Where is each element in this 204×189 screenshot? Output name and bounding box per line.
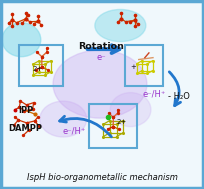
Bar [89,104,137,148]
Text: IspH bio-organometallic mechanism: IspH bio-organometallic mechanism [27,173,177,182]
Text: DAMPP: DAMPP [9,124,42,133]
Text: Rotation: Rotation [78,42,124,51]
Text: 2+: 2+ [33,66,43,72]
FancyArrowPatch shape [169,72,181,106]
Text: e⁻/H⁺: e⁻/H⁺ [142,89,166,98]
Ellipse shape [110,93,151,127]
Bar [125,45,163,86]
FancyArrowPatch shape [60,116,111,137]
Text: - H₂O: - H₂O [167,92,190,101]
Ellipse shape [40,101,87,137]
Text: e⁻/H⁺: e⁻/H⁺ [63,127,86,136]
Text: 2+: 2+ [116,119,126,125]
Ellipse shape [2,23,41,57]
Ellipse shape [95,9,146,42]
Ellipse shape [53,50,147,118]
Text: +: + [131,64,136,70]
Text: e⁻: e⁻ [96,53,106,62]
Text: IPP: IPP [18,106,33,115]
Bar [19,45,63,86]
